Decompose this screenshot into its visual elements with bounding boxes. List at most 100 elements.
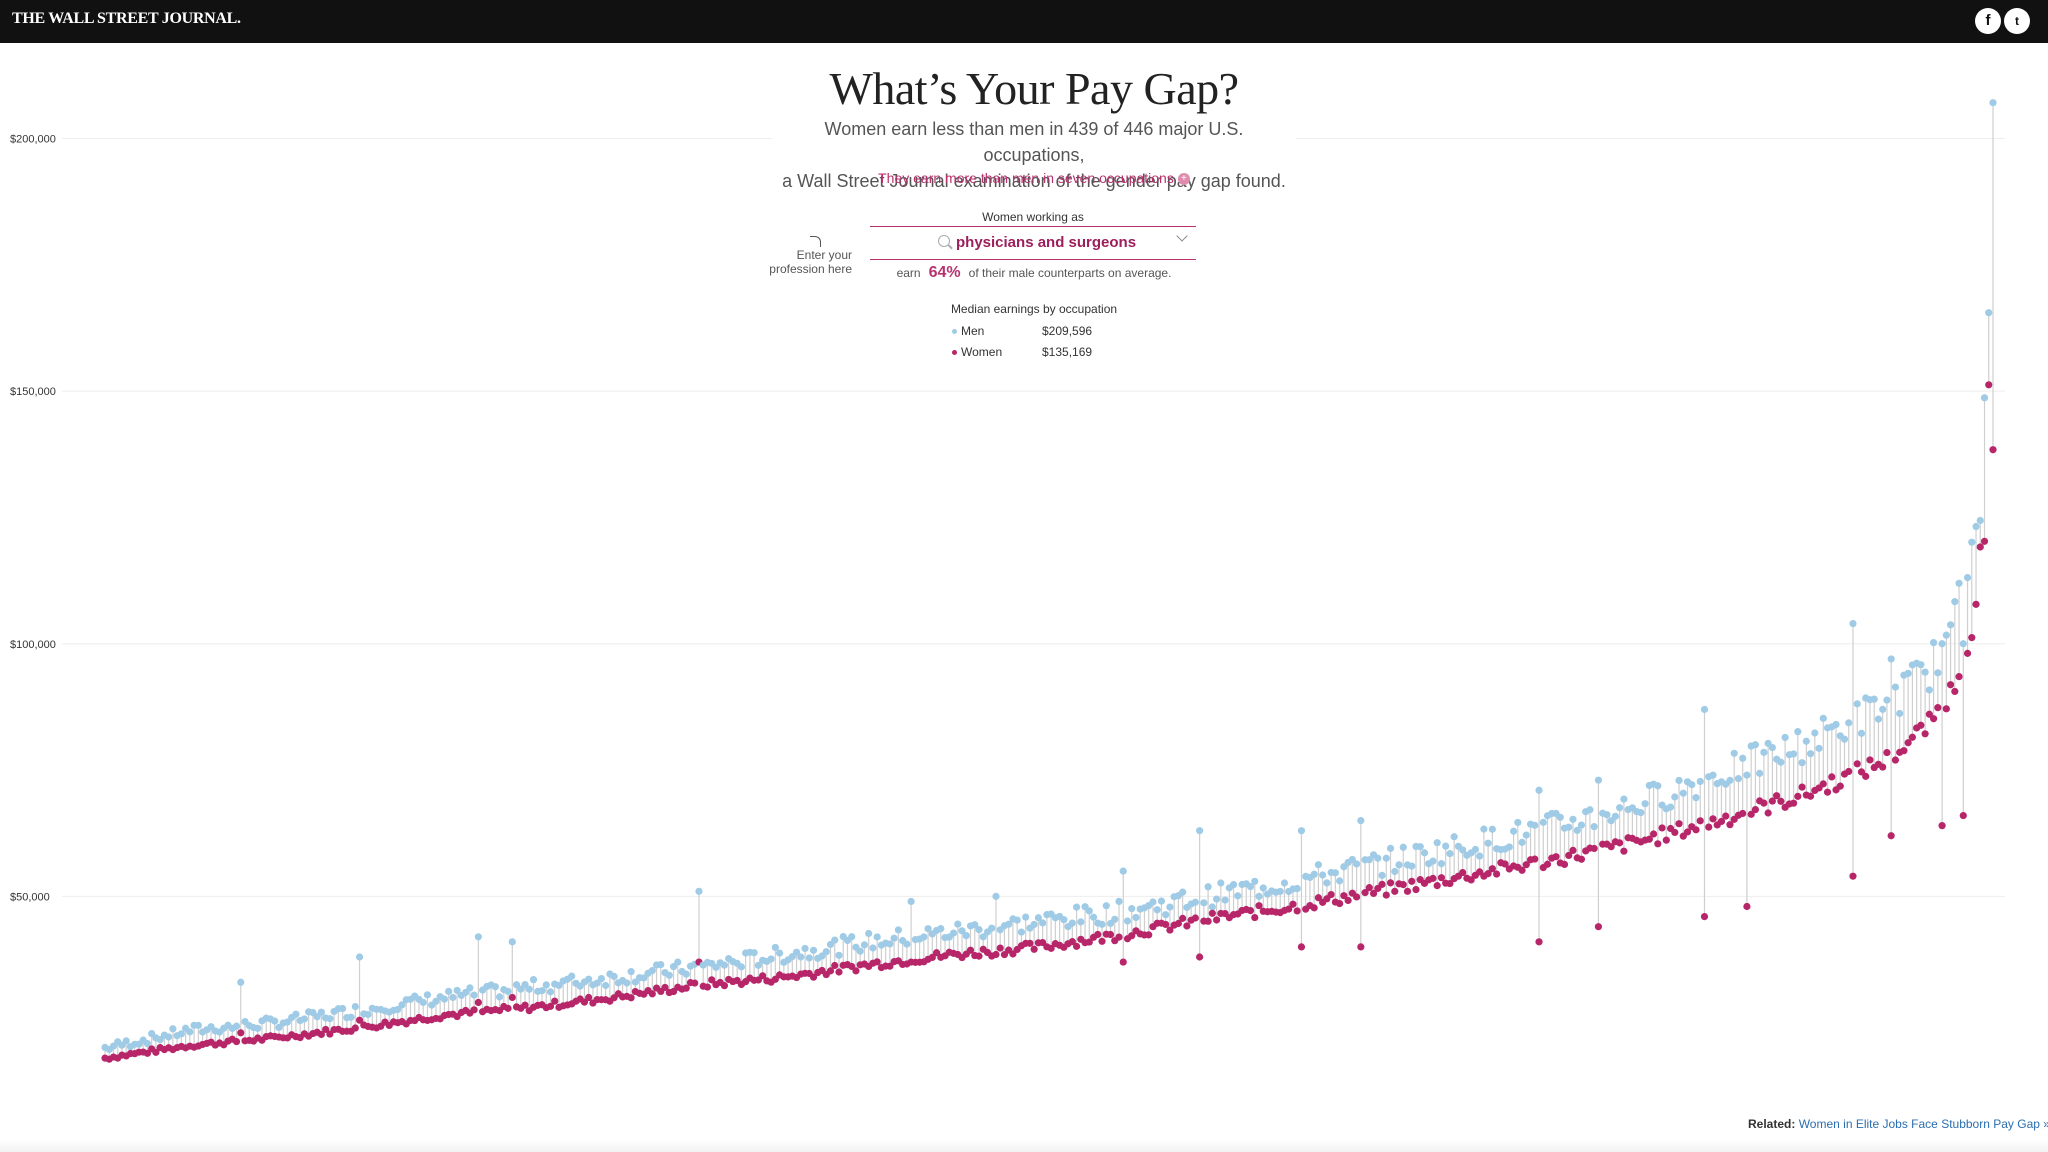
women-point (1026, 939, 1034, 947)
wsj-logo[interactable]: THE WALL STREET JOURNAL. (12, 10, 241, 27)
women-point (1705, 823, 1713, 831)
women-point (152, 1048, 160, 1056)
facebook-icon[interactable]: f (1975, 8, 2001, 34)
men-point (1259, 884, 1267, 892)
men-point (1798, 759, 1806, 767)
page-title: What’s Your Pay Gap? (829, 63, 1239, 114)
women-point (1285, 905, 1293, 913)
men-point (504, 987, 512, 996)
men-point (453, 986, 461, 995)
women-point (1951, 687, 1959, 696)
men-point (1386, 844, 1395, 852)
women-point (1174, 919, 1183, 928)
women-point (1208, 909, 1216, 917)
men-point (1590, 823, 1598, 831)
women-point (1429, 874, 1437, 882)
men-point (1399, 843, 1407, 851)
women-point (1921, 730, 1929, 738)
men-point (1857, 729, 1866, 737)
women-point (1942, 705, 1950, 713)
profession-search[interactable]: physicians and surgeons (870, 226, 1196, 260)
men-point (1531, 821, 1539, 829)
men-point (712, 963, 720, 971)
women-point (1212, 916, 1221, 924)
women-point (1963, 649, 1972, 657)
women-point (682, 984, 690, 992)
men-point (1509, 827, 1518, 835)
women-point (1857, 768, 1866, 776)
women-point (1437, 874, 1446, 882)
women-point (1662, 836, 1670, 844)
men-point (1488, 825, 1496, 833)
men-point (1005, 920, 1013, 928)
men-point (937, 925, 945, 933)
women-point (852, 967, 860, 975)
men-point (495, 993, 504, 1001)
women-point (759, 972, 767, 980)
women-point (232, 1037, 241, 1046)
men-point (347, 1013, 355, 1021)
men-point (992, 892, 1000, 900)
men-point (1853, 700, 1861, 708)
men-point (1471, 845, 1479, 854)
twitter-icon[interactable]: t (2004, 8, 2030, 34)
men-point (1815, 744, 1823, 752)
women-point (1925, 710, 1933, 718)
men-point (271, 1017, 279, 1025)
men-point (1017, 928, 1026, 936)
women-point (470, 1006, 478, 1014)
women-point (1904, 739, 1912, 747)
men-point (326, 1015, 334, 1023)
men-point (907, 897, 915, 906)
women-point (1751, 806, 1760, 814)
search-icon (938, 235, 950, 247)
chevron-down-icon[interactable] (1176, 230, 1188, 242)
men-point (521, 981, 529, 989)
men-point (835, 951, 843, 959)
related-article-link[interactable]: Women in Elite Jobs Face Stubborn Pay Ga… (1798, 1117, 2048, 1131)
men-point (848, 933, 856, 941)
men-point (542, 981, 550, 989)
women-point (1764, 809, 1772, 817)
women-point (1900, 747, 1908, 755)
women-point (1760, 799, 1768, 807)
seven-occupations-link-text[interactable]: They earn more than men in seven occupat… (878, 170, 1174, 186)
men-point (156, 1036, 164, 1044)
men-point (474, 933, 482, 941)
women-point (1369, 889, 1378, 898)
men-point (1955, 579, 1963, 587)
women-point (1700, 912, 1709, 921)
men-point (1794, 728, 1802, 736)
men-point (1739, 754, 1747, 762)
men-point (873, 933, 881, 941)
women-point (1352, 893, 1361, 901)
men-point (1480, 825, 1488, 833)
plus-icon[interactable]: + (1177, 173, 1190, 186)
profession-input[interactable]: physicians and surgeons (956, 234, 1137, 251)
women-point (826, 967, 835, 975)
women-point (1794, 792, 1802, 800)
men-point (449, 993, 457, 1002)
women-point (1671, 828, 1679, 837)
seven-occupations-link[interactable]: They earn more than men in seven occupat… (772, 170, 1296, 186)
men-point (856, 947, 864, 955)
men-point (1972, 522, 1980, 531)
earn-summary: earn 64% of their male counterparts on ave… (772, 264, 1296, 282)
women-point (661, 983, 669, 992)
men-point (1314, 861, 1323, 869)
women-point (1887, 832, 1895, 840)
men-point (364, 1010, 372, 1019)
men-point (665, 971, 673, 979)
women-point (1467, 876, 1475, 884)
women-point (1484, 870, 1492, 878)
men-point (954, 920, 962, 928)
men-point (1111, 915, 1119, 923)
women-point (996, 944, 1004, 952)
men-point (165, 1033, 173, 1041)
earn-prefix: earn (896, 266, 921, 280)
women-point (1403, 887, 1412, 895)
men-point (232, 1022, 241, 1030)
men-point (1565, 823, 1573, 831)
women-point (886, 962, 894, 970)
men-point (1255, 892, 1263, 900)
